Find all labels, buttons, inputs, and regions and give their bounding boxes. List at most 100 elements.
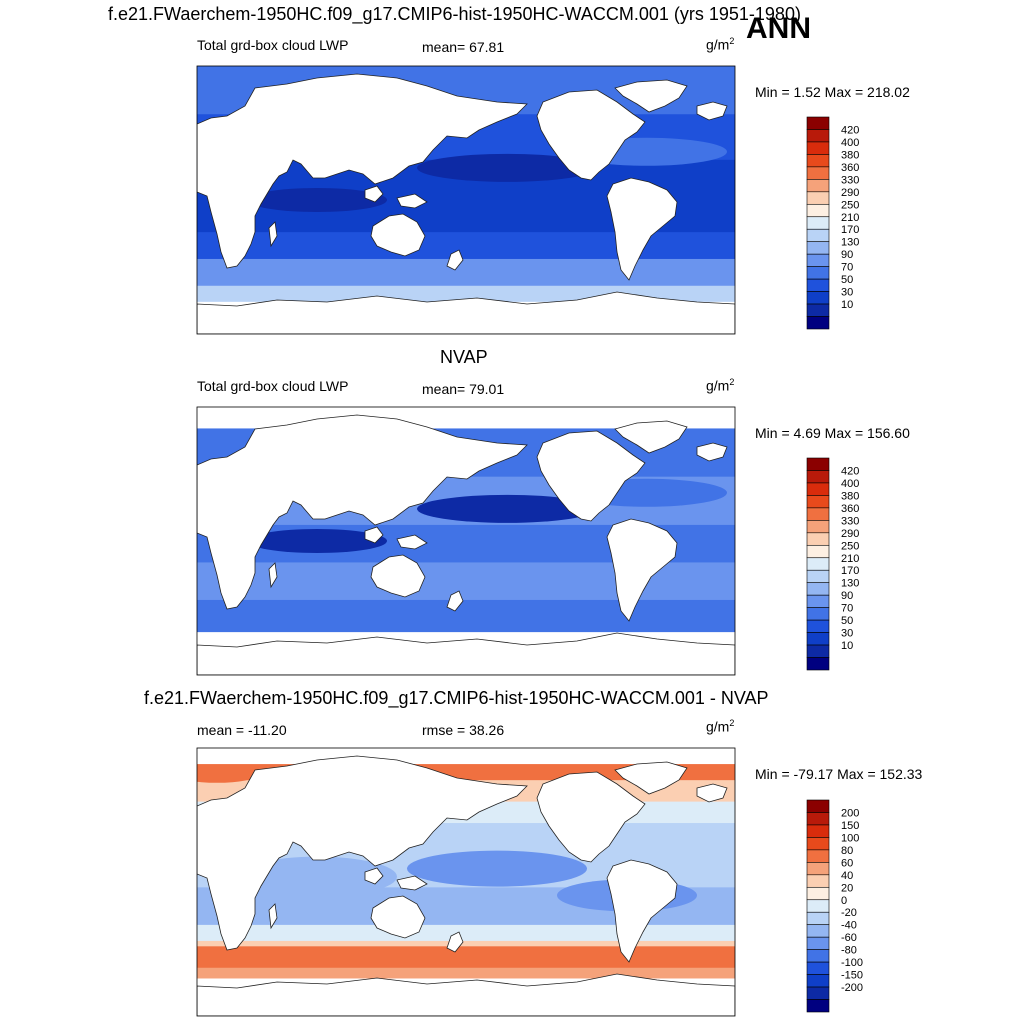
- colorbar-tick-label: 30: [841, 628, 853, 640]
- colorbar-tick-label: -100: [841, 957, 863, 969]
- colorbar-swatch: [806, 457, 830, 471]
- colorbar-swatch: [806, 179, 830, 193]
- colorbar-swatch: [806, 999, 830, 1013]
- colorbar-swatch: [806, 582, 830, 596]
- colorbar-tick-label: 330: [841, 174, 859, 186]
- field-feature: [407, 850, 587, 887]
- map-panel-3: [197, 748, 735, 1016]
- colorbar-tick-label: 150: [841, 820, 859, 832]
- colorbar-tick-label: 60: [841, 857, 853, 869]
- colorbar-swatch: [806, 278, 830, 292]
- colorbar-swatch: [806, 849, 830, 863]
- colorbar-tick-label: 400: [841, 478, 859, 490]
- colorbar-swatch: [806, 824, 830, 838]
- colorbar-swatch: [806, 911, 830, 926]
- field-feature: [417, 494, 597, 523]
- colorbar-tick-label: 130: [841, 237, 859, 249]
- colorbar-swatch: [806, 203, 830, 218]
- colorbar-swatch: [806, 191, 830, 205]
- colorbar-swatch: [806, 644, 830, 658]
- panel3-minmax-label: Min = -79.17 Max = 152.33: [755, 766, 923, 782]
- colorbar-tick-label: 100: [841, 832, 859, 844]
- colorbar-swatch: [806, 116, 830, 130]
- colorbar-tick-label: -40: [841, 920, 857, 932]
- colorbar-swatch: [806, 632, 830, 646]
- colorbar-swatch: [806, 607, 830, 621]
- colorbar-tick-label: -80: [841, 945, 857, 957]
- colorbar-tick-label: 70: [841, 262, 853, 274]
- colorbar-tick-label: 290: [841, 528, 859, 540]
- panel1-variable-label: Total grd-box cloud LWP: [197, 37, 349, 53]
- field-feature: [247, 188, 387, 212]
- colorbar-tick-label: 90: [841, 249, 853, 261]
- colorbar-tick-label: 290: [841, 187, 859, 199]
- colorbar-tick-label: 130: [841, 578, 859, 590]
- colorbar-tick-label: 80: [841, 845, 853, 857]
- colorbar-tick-label: 380: [841, 149, 859, 161]
- colorbar-swatch: [806, 154, 830, 168]
- panel2-variable-label: Total grd-box cloud LWP: [197, 378, 349, 394]
- field-band: [197, 232, 735, 260]
- colorbar-swatch: [806, 141, 830, 155]
- field-band: [197, 924, 735, 942]
- colorbar-swatch: [806, 303, 830, 317]
- colorbar-swatch: [806, 520, 830, 534]
- colorbar-tick-label: 200: [841, 807, 859, 819]
- colorbar-swatch: [806, 594, 830, 608]
- panel1-mean-label: mean= 67.81: [422, 39, 505, 55]
- colorbar-swatch: [806, 974, 830, 988]
- colorbar-swatch: [806, 936, 830, 950]
- panel2-mean-label: mean= 79.01: [422, 381, 505, 397]
- colorbar-tick-label: 420: [841, 124, 859, 136]
- colorbar-swatch: [806, 886, 830, 901]
- panel3-title: f.e21.FWaerchem-1950HC.f09_g17.CMIP6-his…: [144, 688, 769, 708]
- colorbar-tick-label: 0: [841, 895, 847, 907]
- colorbar-swatch: [806, 569, 830, 584]
- colorbar-swatch: [806, 482, 830, 496]
- colorbar-swatch: [806, 657, 830, 671]
- colorbar-swatch: [806, 619, 830, 633]
- colorbar-tick-label: 210: [841, 212, 859, 224]
- colorbar-tick-label: 210: [841, 553, 859, 565]
- colorbar-tick-label: 360: [841, 503, 859, 515]
- colorbar-swatch: [806, 837, 830, 851]
- colorbar-swatch: [806, 266, 830, 280]
- field-feature: [417, 153, 597, 182]
- field-band: [197, 599, 735, 633]
- field-band: [197, 258, 735, 287]
- colorbar-swatch: [806, 507, 830, 521]
- panel2-title: NVAP: [440, 347, 488, 367]
- colorbar-swatch: [806, 495, 830, 509]
- panel3-mean-label: mean = -11.20: [197, 722, 287, 738]
- colorbar-tick-label: 170: [841, 224, 859, 236]
- colorbar-swatch: [806, 544, 830, 559]
- colorbar-swatch: [806, 129, 830, 143]
- colorbar-swatch: [806, 986, 830, 1000]
- colorbar-swatch: [806, 799, 830, 813]
- colorbar-tick-label: 40: [841, 870, 853, 882]
- panel1-minmax-label: Min = 1.52 Max = 218.02: [755, 84, 910, 100]
- colorbar-tick-label: 70: [841, 603, 853, 615]
- colorbar-swatch: [806, 961, 830, 975]
- map-frame: [196, 747, 736, 1017]
- panel2-unit-label: g/m2: [706, 377, 735, 394]
- panel3-unit-label: g/m2: [706, 718, 735, 735]
- colorbar-tick-label: 90: [841, 590, 853, 602]
- colorbar-tick-label: 10: [841, 640, 853, 652]
- colorbar-swatch: [806, 949, 830, 963]
- panel1-unit-label: g/m2: [706, 36, 735, 53]
- colorbar-swatch: [806, 532, 830, 546]
- colorbar-swatch: [806, 166, 830, 180]
- colorbar-swatch: [806, 899, 830, 913]
- colorbar-swatch: [806, 470, 830, 484]
- colorbar-swatch: [806, 812, 830, 826]
- colorbar-swatch: [806, 316, 830, 330]
- colorbar-tick-label: -60: [841, 932, 857, 944]
- colorbar-tick-label: 10: [841, 299, 853, 311]
- season-label: ANN: [746, 12, 811, 45]
- panel2-minmax-label: Min = 4.69 Max = 156.60: [755, 425, 910, 441]
- colorbar-tick-label: 50: [841, 274, 853, 286]
